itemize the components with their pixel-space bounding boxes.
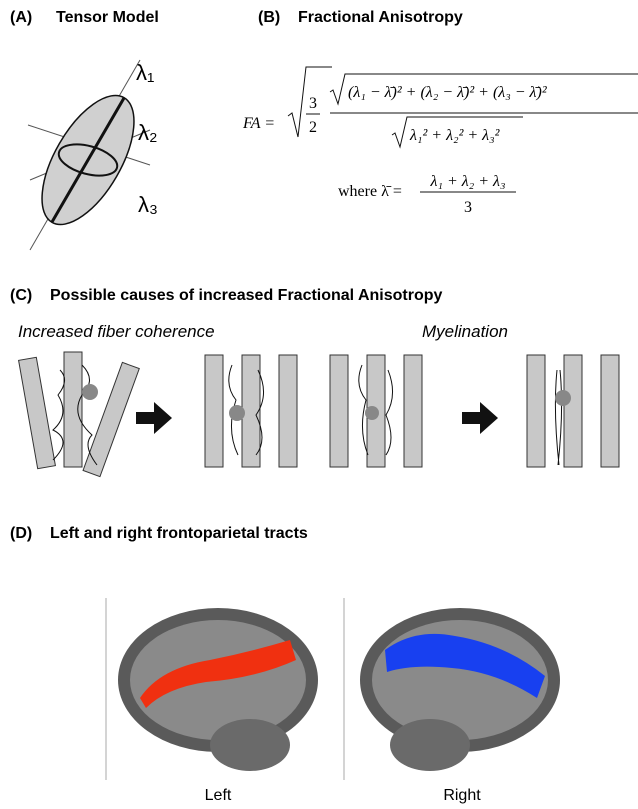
lambda-label: λ₁ [136, 60, 154, 85]
panel-b: (B) Fractional Anisotropy FA = 3 2 (λ₁ −… [242, 9, 638, 216]
fiber [205, 355, 223, 467]
fiber [564, 355, 582, 467]
panel-label: (C) [10, 287, 32, 304]
formula-mean-num: λ₁ + λ₂ + λ₃ [429, 173, 505, 190]
formula-number: 3 [309, 95, 317, 112]
panel-title: Left and right frontoparietal tracts [50, 525, 308, 542]
cerebellum [390, 719, 470, 771]
formula-denominator: λ₁² + λ₂² + λ₃² [409, 127, 501, 144]
fiber [64, 352, 82, 467]
formula-where: where λ̄ = [338, 183, 402, 200]
panel-label: (D) [10, 525, 32, 542]
fiber [83, 362, 139, 476]
caption: Myelination [422, 322, 508, 341]
caption: Right [443, 787, 481, 804]
cerebellum [210, 719, 290, 771]
formula-mean-den: 3 [464, 199, 472, 216]
panel-c: (C) Possible causes of increased Fractio… [10, 287, 619, 477]
axon [555, 370, 561, 465]
fiber [601, 355, 619, 467]
caption: Increased fiber coherence [18, 322, 215, 341]
panel-label: (B) [258, 9, 280, 26]
figure: (A) Tensor Model λ₁ λ₂ λ₃ (B) Fractional… [0, 0, 638, 809]
fiber [19, 357, 56, 468]
soma [555, 390, 571, 406]
formula-number: 2 [309, 119, 317, 136]
panel-title: Possible causes of increased Fractional … [50, 287, 443, 304]
arrow [136, 402, 172, 434]
panel-title: Fractional Anisotropy [298, 9, 463, 26]
formula-numerator: (λ₁ − λ̄)² + (λ₂ − λ̄)² + (λ₃ − λ̄)² [348, 84, 548, 101]
soma [229, 405, 245, 421]
lambda-label: λ₂ [138, 120, 158, 145]
lambda-label: λ₃ [138, 192, 158, 217]
fiber [330, 355, 348, 467]
soma [365, 406, 379, 420]
panel-title: Tensor Model [56, 9, 159, 26]
caption: Left [205, 787, 232, 804]
soma [82, 384, 98, 400]
panel-a: (A) Tensor Model λ₁ λ₂ λ₃ [10, 9, 159, 250]
formula-lhs: FA = [242, 115, 275, 132]
fiber [404, 355, 422, 467]
panel-label: (A) [10, 9, 32, 26]
fiber [527, 355, 545, 467]
panel-d: (D) Left and right frontoparietal tracts… [10, 525, 560, 804]
fiber [279, 355, 297, 467]
arrow [462, 402, 498, 434]
